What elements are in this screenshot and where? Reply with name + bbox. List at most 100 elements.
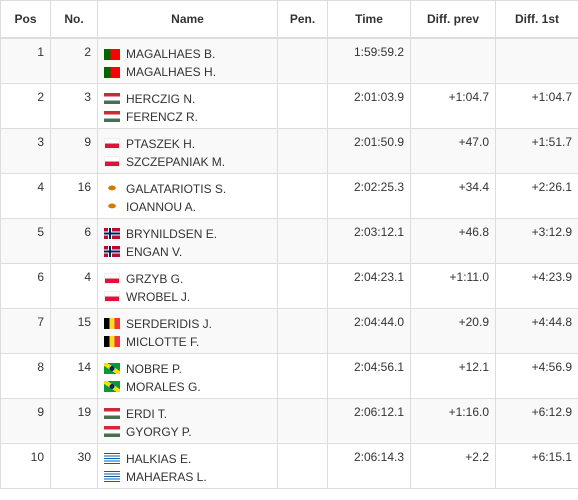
penalty — [277, 262, 328, 309]
crew: GRZYB G. WROBEL J. — [97, 262, 278, 309]
diff-first: +2:26.1 — [495, 172, 578, 219]
diff-prev: +47.0 — [410, 127, 496, 174]
table-body: 1 2 MAGALHAES B. MAGALHAES H. 1:59:59.2 2 3 HER… — [0, 37, 578, 489]
driver: SZCZEPANIAK M. — [104, 153, 271, 171]
driver-name: MICLOTTE F. — [126, 334, 200, 349]
driver: WROBEL J. — [104, 288, 271, 306]
column-header: Time — [327, 0, 411, 39]
position: 10 — [0, 442, 51, 489]
driver-name: NOBRE P. — [126, 361, 182, 376]
car-number: 2 — [50, 37, 98, 84]
driver-name: PTASZEK H. — [126, 136, 196, 151]
time: 2:04:56.1 — [327, 352, 411, 399]
diff-first: +1:51.7 — [495, 127, 578, 174]
flag-icon — [104, 408, 120, 419]
flag-icon — [104, 246, 120, 257]
diff-prev: +1:04.7 — [410, 82, 496, 129]
diff-prev: +1:16.0 — [410, 397, 496, 444]
column-header: Diff. 1st — [495, 0, 578, 39]
car-number: 9 — [50, 127, 98, 174]
position: 9 — [0, 397, 51, 444]
flag-icon — [104, 138, 120, 149]
flag-icon — [104, 93, 120, 104]
diff-first: +4:44.8 — [495, 307, 578, 354]
time: 2:06:14.3 — [327, 442, 411, 489]
driver-name: WROBEL J. — [126, 289, 191, 304]
driver: GALATARIOTIS S. — [104, 180, 271, 198]
flag-icon — [104, 471, 120, 482]
flag-icon — [104, 291, 120, 302]
result-row: 8 14 NOBRE P. MORALES G. 2:04:56.1 +12.1 +4:56… — [0, 352, 578, 399]
flag-icon — [104, 363, 120, 374]
result-row: 2 3 HERCZIG N. FERENCZ R. 2:01:03.9 +1:04.7 +1… — [0, 82, 578, 129]
column-header: Pen. — [277, 0, 328, 39]
driver-name: HALKIAS E. — [126, 451, 192, 466]
crew: PTASZEK H. SZCZEPANIAK M. — [97, 127, 278, 174]
crew: NOBRE P. MORALES G. — [97, 352, 278, 399]
driver-name: MAGALHAES H. — [126, 65, 217, 79]
driver-name: IOANNOU A. — [126, 199, 197, 214]
flag-icon — [104, 426, 120, 437]
driver: PTASZEK H. — [104, 135, 271, 153]
diff-first: +3:12.9 — [495, 217, 578, 264]
column-header: Name — [97, 0, 278, 39]
driver: ENGAN V. — [104, 243, 271, 261]
penalty — [277, 307, 328, 354]
time: 2:01:03.9 — [327, 82, 411, 129]
driver-name: GALATARIOTIS S. — [126, 181, 227, 196]
driver-name: SERDERIDIS J. — [126, 316, 213, 331]
driver: BRYNILDSEN E. — [104, 225, 271, 243]
car-number: 6 — [50, 217, 98, 264]
result-row: 3 9 PTASZEK H. SZCZEPANIAK M. 2:01:50.9 +47.0… — [0, 127, 578, 174]
penalty — [277, 352, 328, 399]
flag-icon — [104, 111, 120, 122]
penalty — [277, 397, 328, 444]
driver: ERDI T. — [104, 405, 271, 423]
car-number: 19 — [50, 397, 98, 444]
diff-prev: +2.2 — [410, 442, 496, 489]
diff-first: +6:15.1 — [495, 442, 578, 489]
flag-icon — [104, 201, 120, 212]
driver-name: MAHAERAS L. — [126, 469, 207, 484]
column-header: No. — [50, 0, 98, 39]
diff-first: +6:12.9 — [495, 397, 578, 444]
time: 1:59:59.2 — [327, 37, 411, 84]
driver-name: MAGALHAES B. — [126, 47, 216, 61]
flag-icon — [104, 183, 120, 194]
driver: MAHAERAS L. — [104, 468, 271, 486]
driver-name: HERCZIG N. — [126, 91, 196, 106]
flag-icon — [104, 453, 120, 464]
time: 2:06:12.1 — [327, 397, 411, 444]
position: 3 — [0, 127, 51, 174]
diff-prev: +46.8 — [410, 217, 496, 264]
result-row: 1 2 MAGALHAES B. MAGALHAES H. 1:59:59.2 — [0, 37, 578, 84]
position: 5 — [0, 217, 51, 264]
diff-prev: +20.9 — [410, 307, 496, 354]
driver-name: ERDI T. — [126, 406, 168, 421]
driver: FERENCZ R. — [104, 108, 271, 126]
penalty — [277, 127, 328, 174]
driver: MAGALHAES B. — [104, 45, 271, 63]
result-row: 7 15 SERDERIDIS J. MICLOTTE F. 2:04:44.0 +20.… — [0, 307, 578, 354]
driver-name: ENGAN V. — [126, 244, 183, 259]
flag-icon — [104, 66, 120, 78]
driver-name: GRZYB G. — [126, 271, 184, 286]
diff-first: +1:04.7 — [495, 82, 578, 129]
penalty — [277, 37, 328, 84]
position: 1 — [0, 37, 51, 84]
crew: BRYNILDSEN E. ENGAN V. — [97, 217, 278, 264]
driver: MAGALHAES H. — [104, 63, 271, 81]
header-row: Pos No. Name Pen. Time Diff. prev Diff. 1st — [0, 0, 578, 39]
result-row: 4 16 GALATARIOTIS S. IOANNOU A. 2:02:25.3 +34… — [0, 172, 578, 219]
position: 2 — [0, 82, 51, 129]
crew: GALATARIOTIS S. IOANNOU A. — [97, 172, 278, 219]
diff-prev — [410, 37, 496, 84]
driver-name: FERENCZ R. — [126, 109, 198, 124]
flag-icon — [104, 336, 120, 347]
result-row: 9 19 ERDI T. GYORGY P. 2:06:12.1 +1:16.0 +6:12… — [0, 397, 578, 444]
penalty — [277, 442, 328, 489]
driver: MORALES G. — [104, 378, 271, 396]
time: 2:04:23.1 — [327, 262, 411, 309]
driver-name: MORALES G. — [126, 379, 201, 394]
position: 7 — [0, 307, 51, 354]
